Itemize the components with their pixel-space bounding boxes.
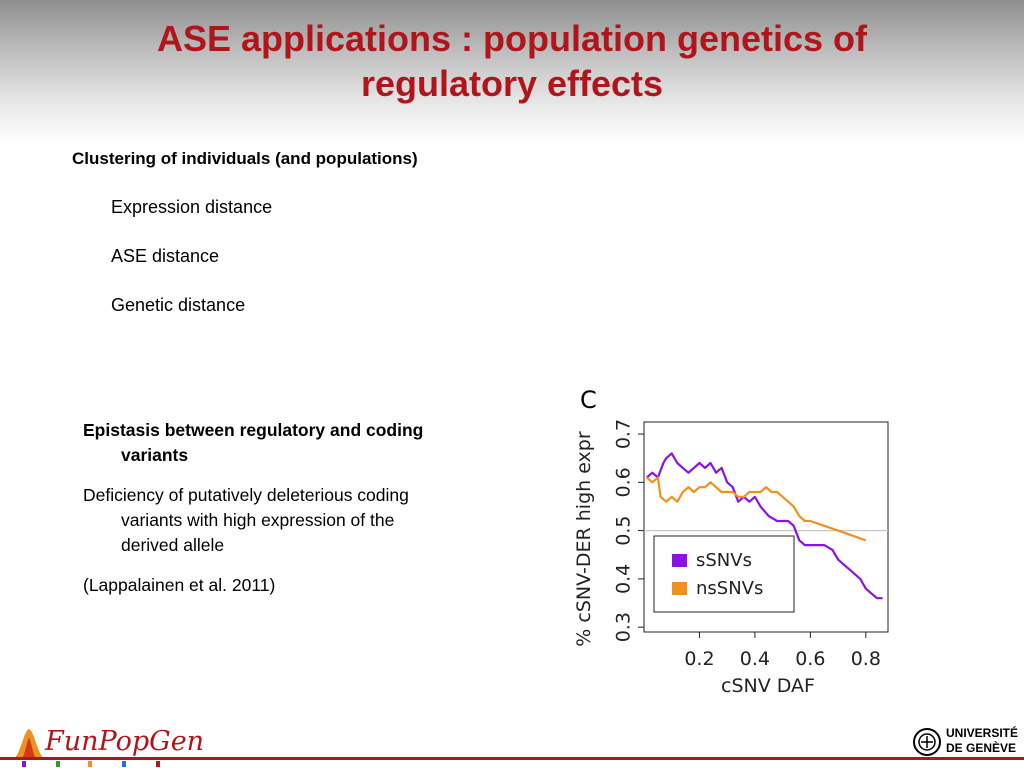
legend-swatch-sSNVs xyxy=(672,554,687,567)
funpopgen-peak-icon xyxy=(14,729,44,758)
y-tick-label: 0.4 xyxy=(613,564,635,594)
header-band xyxy=(0,0,1024,145)
chart-panel: C 0.2 0.4 0.6 0.8 0.3 0.4 0.5 0.6 0.7 cSNV DAF % c… xyxy=(568,382,908,702)
line-chart: C 0.2 0.4 0.6 0.8 0.3 0.4 0.5 0.6 0.7 cSNV DAF % c… xyxy=(573,386,889,697)
epistasis-heading: Epistasis between regulatory and coding … xyxy=(83,418,523,468)
footer-color-dots xyxy=(22,761,160,767)
legend-box xyxy=(653,535,795,613)
footer-divider xyxy=(0,757,1024,760)
legend-swatch-nsSNVs xyxy=(672,582,687,595)
y-tick-label: 0.7 xyxy=(613,419,635,449)
citation: (Lappalainen et al. 2011) xyxy=(83,575,276,595)
epistasis-heading-line-2: variants xyxy=(121,445,189,465)
x-tick-label: 0.2 xyxy=(684,648,714,670)
y-axis-label: % cSNV-DER high expr xyxy=(573,431,595,647)
deficiency-text: Deficiency of putatively deleterious cod… xyxy=(83,483,523,558)
slide-title-line-1: ASE applications : population genetics o… xyxy=(156,18,868,59)
x-tick-label: 0.4 xyxy=(740,648,770,670)
epistasis-heading-line-1: Epistasis between regulatory and coding xyxy=(83,420,424,440)
epistasis-section: Epistasis between regulatory and coding … xyxy=(83,418,523,613)
deficiency-text-line-1: Deficiency of putatively deleterious cod… xyxy=(83,485,409,505)
funpopgen-logo-text: FunPopGen xyxy=(45,726,205,757)
y-tick-label: 0.3 xyxy=(613,612,635,642)
x-tick-label: 0.6 xyxy=(795,648,825,670)
series-line-sSNVs xyxy=(646,452,883,600)
series-line-nsSNVs xyxy=(646,476,867,542)
bullet-ase-distance: ASE distance xyxy=(111,246,220,266)
slide-title-line-2: regulatory effects xyxy=(360,63,664,104)
unige-logo-text: UNIVERSITÉ DE GENÈVE xyxy=(946,726,1018,756)
unige-logo-line-1: UNIVERSITÉ xyxy=(946,726,1019,740)
slide-title: ASE applications : population genetics o… xyxy=(0,16,1024,106)
unige-logo: UNIVERSITÉ DE GENÈVE xyxy=(912,724,1024,760)
panel-label: C xyxy=(580,386,597,414)
y-tick-label: 0.6 xyxy=(613,467,635,497)
x-tick-label: 0.8 xyxy=(851,648,881,670)
deficiency-text-line-3: derived allele xyxy=(121,535,225,555)
bullet-expression-distance: Expression distance xyxy=(111,197,273,217)
section-clustering-heading: Clustering of individuals (and populatio… xyxy=(72,149,418,168)
legend-label-sSNVs: sSNVs xyxy=(696,550,752,571)
y-tick-label: 0.5 xyxy=(613,516,635,546)
x-axis-label: cSNV DAF xyxy=(721,675,815,697)
bullet-genetic-distance: Genetic distance xyxy=(111,295,246,315)
unige-logo-line-2: DE GENÈVE xyxy=(946,741,1017,755)
unige-seal-icon xyxy=(913,728,941,756)
legend-label-nsSNVs: nsSNVs xyxy=(696,578,763,599)
deficiency-text-line-2: variants with high expression of the xyxy=(121,510,395,530)
